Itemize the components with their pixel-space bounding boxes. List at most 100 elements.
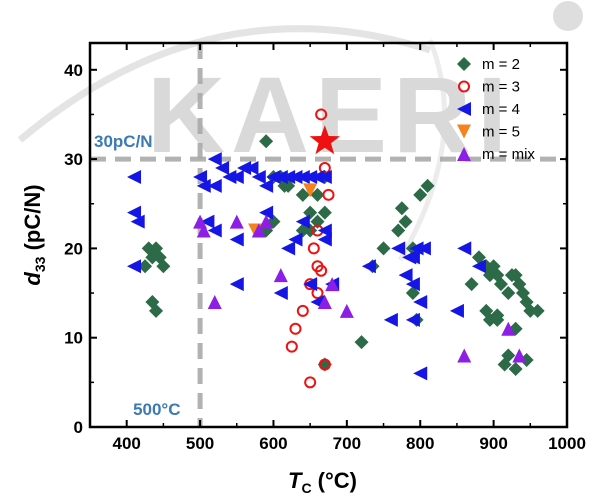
data-point: [259, 205, 274, 220]
data-point: [281, 241, 296, 256]
data-point: [303, 277, 318, 292]
watermark-arc: [397, 39, 448, 262]
data-point: [317, 169, 332, 184]
data-point: [391, 223, 406, 238]
data-point: [259, 134, 274, 149]
data-point: [391, 241, 406, 256]
data-point: [229, 169, 244, 184]
data-point: [304, 376, 317, 389]
data-point: [207, 152, 222, 167]
x-axis-title: TC (°C): [288, 468, 357, 496]
legend-label: m = mix: [482, 146, 535, 163]
data-point: [207, 178, 222, 193]
data-point: [310, 187, 325, 202]
data-point: [376, 241, 391, 256]
x-axis-title-sub: C: [301, 480, 311, 496]
axis-ticks: 400 500 600 700 800 900 1000 0 10 20 30 40: [64, 43, 586, 453]
data-point: [383, 312, 398, 327]
legend-marker: [457, 102, 471, 116]
data-point: [285, 340, 298, 353]
data-point: [273, 268, 288, 283]
data-point: [145, 250, 160, 265]
data-point: [405, 286, 420, 301]
legend-marker: [457, 147, 471, 161]
legend-label: m = 4: [482, 101, 520, 118]
legend-marker: [457, 57, 471, 71]
data-point: [303, 169, 318, 184]
data-point: [471, 250, 486, 265]
data-point: [318, 162, 331, 175]
x-tick-label: 900: [479, 434, 507, 453]
x-axis-title-unit: (°C): [312, 468, 357, 493]
watermark-dot: [553, 1, 583, 31]
data-point: [288, 232, 303, 247]
series-m-4: [127, 152, 486, 381]
data-point: [273, 169, 288, 184]
data-point: [315, 108, 328, 121]
data-point: [207, 294, 222, 309]
series-m-mix: [193, 214, 527, 363]
data-point: [339, 303, 354, 318]
data-point: [138, 259, 153, 274]
data-point: [251, 223, 266, 238]
data-point: [156, 259, 171, 274]
data-point: [354, 335, 369, 350]
data-point: [464, 277, 479, 292]
legend-label: m = 3: [482, 79, 520, 96]
y-tick-label: 30: [64, 150, 83, 169]
data-point: [322, 188, 335, 201]
data-point: [281, 178, 296, 193]
data-point: [310, 214, 325, 229]
data-point: [266, 169, 281, 184]
data-point: [405, 250, 420, 265]
data-point: [413, 294, 428, 309]
data-point: [303, 205, 318, 220]
y-tick-label: 0: [74, 418, 83, 437]
data-point: [130, 214, 145, 229]
data-point: [416, 241, 431, 256]
x-tick-label: 1000: [548, 434, 586, 453]
x-tick-label: 400: [113, 434, 141, 453]
watermark-arc: [17, 25, 432, 143]
data-point: [311, 287, 324, 300]
data-point: [193, 169, 208, 184]
data-point: [237, 161, 252, 176]
plot-frame: [88, 41, 569, 429]
x-tick-label: 600: [259, 434, 287, 453]
reference-lines: [90, 43, 567, 427]
x-tick-label: 800: [406, 434, 434, 453]
data-point: [288, 169, 303, 184]
x-tick-label: 500: [186, 434, 214, 453]
data-point: [508, 361, 523, 376]
data-point: [127, 259, 142, 274]
data-point: [295, 214, 310, 229]
data-point: [303, 183, 318, 198]
annotations: 30pC/N 500°C: [94, 132, 181, 419]
data-point: [315, 264, 328, 277]
data-point: [318, 358, 331, 371]
data-point: [420, 178, 435, 193]
data-point: [523, 303, 538, 318]
data-point: [317, 205, 332, 220]
y-tick-label: 40: [64, 61, 83, 80]
data-point: [259, 178, 274, 193]
data-point: [490, 312, 505, 327]
data-point: [512, 348, 527, 363]
data-point: [281, 169, 296, 184]
x-axis-title-main: T: [288, 468, 303, 493]
data-point: [251, 169, 266, 184]
data-point: [325, 277, 340, 292]
legend-label: m = 5: [482, 124, 520, 141]
data-point: [149, 303, 164, 318]
data-point: [471, 259, 486, 274]
legend-label: m = 2: [482, 56, 520, 73]
y-axis-title-main: d: [20, 272, 45, 286]
series-m-3: [285, 108, 335, 389]
legend-marker: [457, 124, 471, 139]
legend-marker: [458, 80, 470, 93]
y-axis-title: d33 (pC/N): [20, 184, 48, 285]
data-point: [317, 294, 332, 309]
data-points: [127, 108, 545, 389]
data-point: [405, 312, 420, 327]
data-point: [317, 223, 332, 238]
